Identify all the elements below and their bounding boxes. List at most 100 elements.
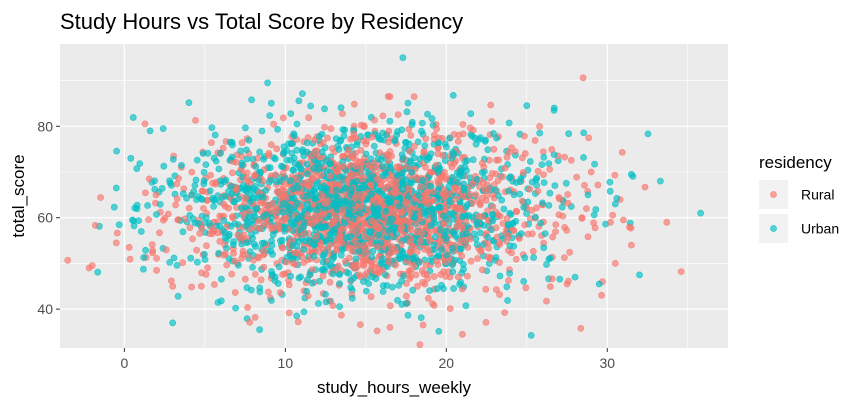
point-urban	[127, 154, 135, 162]
point-rural	[214, 229, 222, 237]
point-urban	[186, 211, 194, 219]
point-urban	[399, 54, 407, 62]
point-rural	[357, 202, 365, 210]
point-rural	[291, 261, 299, 268]
point-rural	[663, 218, 671, 226]
point-urban	[129, 114, 137, 121]
point-urban	[323, 167, 331, 174]
point-urban	[504, 221, 512, 229]
point-rural	[454, 187, 462, 194]
point-rural	[466, 235, 474, 243]
point-rural	[156, 229, 163, 237]
point-urban	[426, 182, 434, 190]
point-rural	[485, 185, 493, 193]
point-urban	[268, 237, 275, 245]
point-rural	[546, 165, 554, 173]
point-urban	[510, 191, 518, 199]
point-rural	[564, 191, 572, 198]
point-rural	[368, 240, 375, 248]
point-urban	[521, 254, 529, 262]
point-urban	[202, 214, 210, 221]
point-rural	[437, 271, 445, 278]
point-urban	[290, 194, 298, 202]
point-rural	[404, 205, 412, 213]
point-urban	[317, 224, 325, 231]
point-urban	[185, 99, 193, 107]
point-urban	[435, 252, 443, 260]
point-rural	[228, 213, 236, 220]
point-rural	[358, 190, 366, 198]
point-urban	[421, 142, 429, 149]
point-urban	[319, 258, 327, 266]
point-urban	[311, 189, 319, 197]
point-urban	[318, 148, 326, 156]
point-urban	[636, 271, 643, 279]
point-rural	[385, 258, 393, 266]
point-rural	[257, 276, 265, 284]
point-urban	[421, 206, 428, 214]
point-rural	[501, 164, 509, 172]
point-rural	[463, 272, 471, 280]
point-rural	[186, 224, 194, 232]
point-urban	[200, 168, 208, 176]
point-rural	[340, 162, 347, 170]
point-urban	[437, 226, 444, 234]
point-urban	[398, 247, 406, 255]
point-rural	[188, 168, 196, 176]
point-rural	[148, 241, 156, 249]
point-urban	[537, 219, 545, 227]
point-urban	[516, 190, 524, 198]
point-rural	[368, 133, 376, 141]
point-rural	[519, 154, 526, 162]
point-urban	[169, 155, 177, 163]
point-urban	[169, 319, 177, 327]
point-urban	[395, 202, 403, 210]
point-urban	[517, 175, 525, 183]
point-urban	[446, 210, 454, 218]
point-urban	[314, 159, 322, 167]
point-urban	[210, 202, 217, 210]
point-rural	[398, 209, 406, 216]
point-urban	[194, 220, 202, 227]
point-rural	[279, 271, 286, 278]
point-urban	[314, 300, 322, 307]
point-rural	[382, 184, 390, 192]
point-urban	[494, 192, 502, 199]
point-urban	[551, 182, 559, 189]
point-urban	[468, 132, 476, 140]
point-urban	[271, 155, 279, 163]
point-urban	[493, 134, 500, 142]
point-urban	[606, 187, 614, 195]
point-urban	[536, 129, 544, 137]
point-rural	[423, 271, 431, 278]
legend-items: Rural Urban	[759, 180, 839, 243]
point-urban	[506, 269, 513, 277]
point-rural	[246, 318, 254, 326]
point-urban	[110, 203, 118, 211]
point-urban	[331, 192, 339, 200]
point-rural	[207, 171, 214, 179]
point-rural	[274, 221, 282, 229]
point-rural	[423, 188, 431, 196]
point-rural	[496, 212, 504, 220]
point-rural	[496, 291, 503, 298]
point-rural	[174, 216, 182, 224]
point-rural	[207, 139, 215, 146]
point-urban	[377, 136, 385, 143]
point-rural	[564, 199, 572, 207]
point-urban	[302, 192, 310, 200]
point-rural	[179, 259, 187, 267]
point-urban	[310, 252, 318, 260]
point-rural	[338, 110, 346, 117]
point-urban	[374, 231, 382, 239]
point-urban	[112, 184, 120, 192]
point-rural	[373, 327, 381, 335]
point-rural	[64, 256, 72, 264]
x-tick-label: 10	[278, 355, 294, 371]
point-urban	[275, 263, 283, 271]
point-urban	[173, 261, 181, 269]
point-rural	[579, 74, 587, 82]
point-rural	[492, 224, 500, 232]
point-urban	[288, 242, 296, 250]
point-rural	[454, 273, 462, 281]
